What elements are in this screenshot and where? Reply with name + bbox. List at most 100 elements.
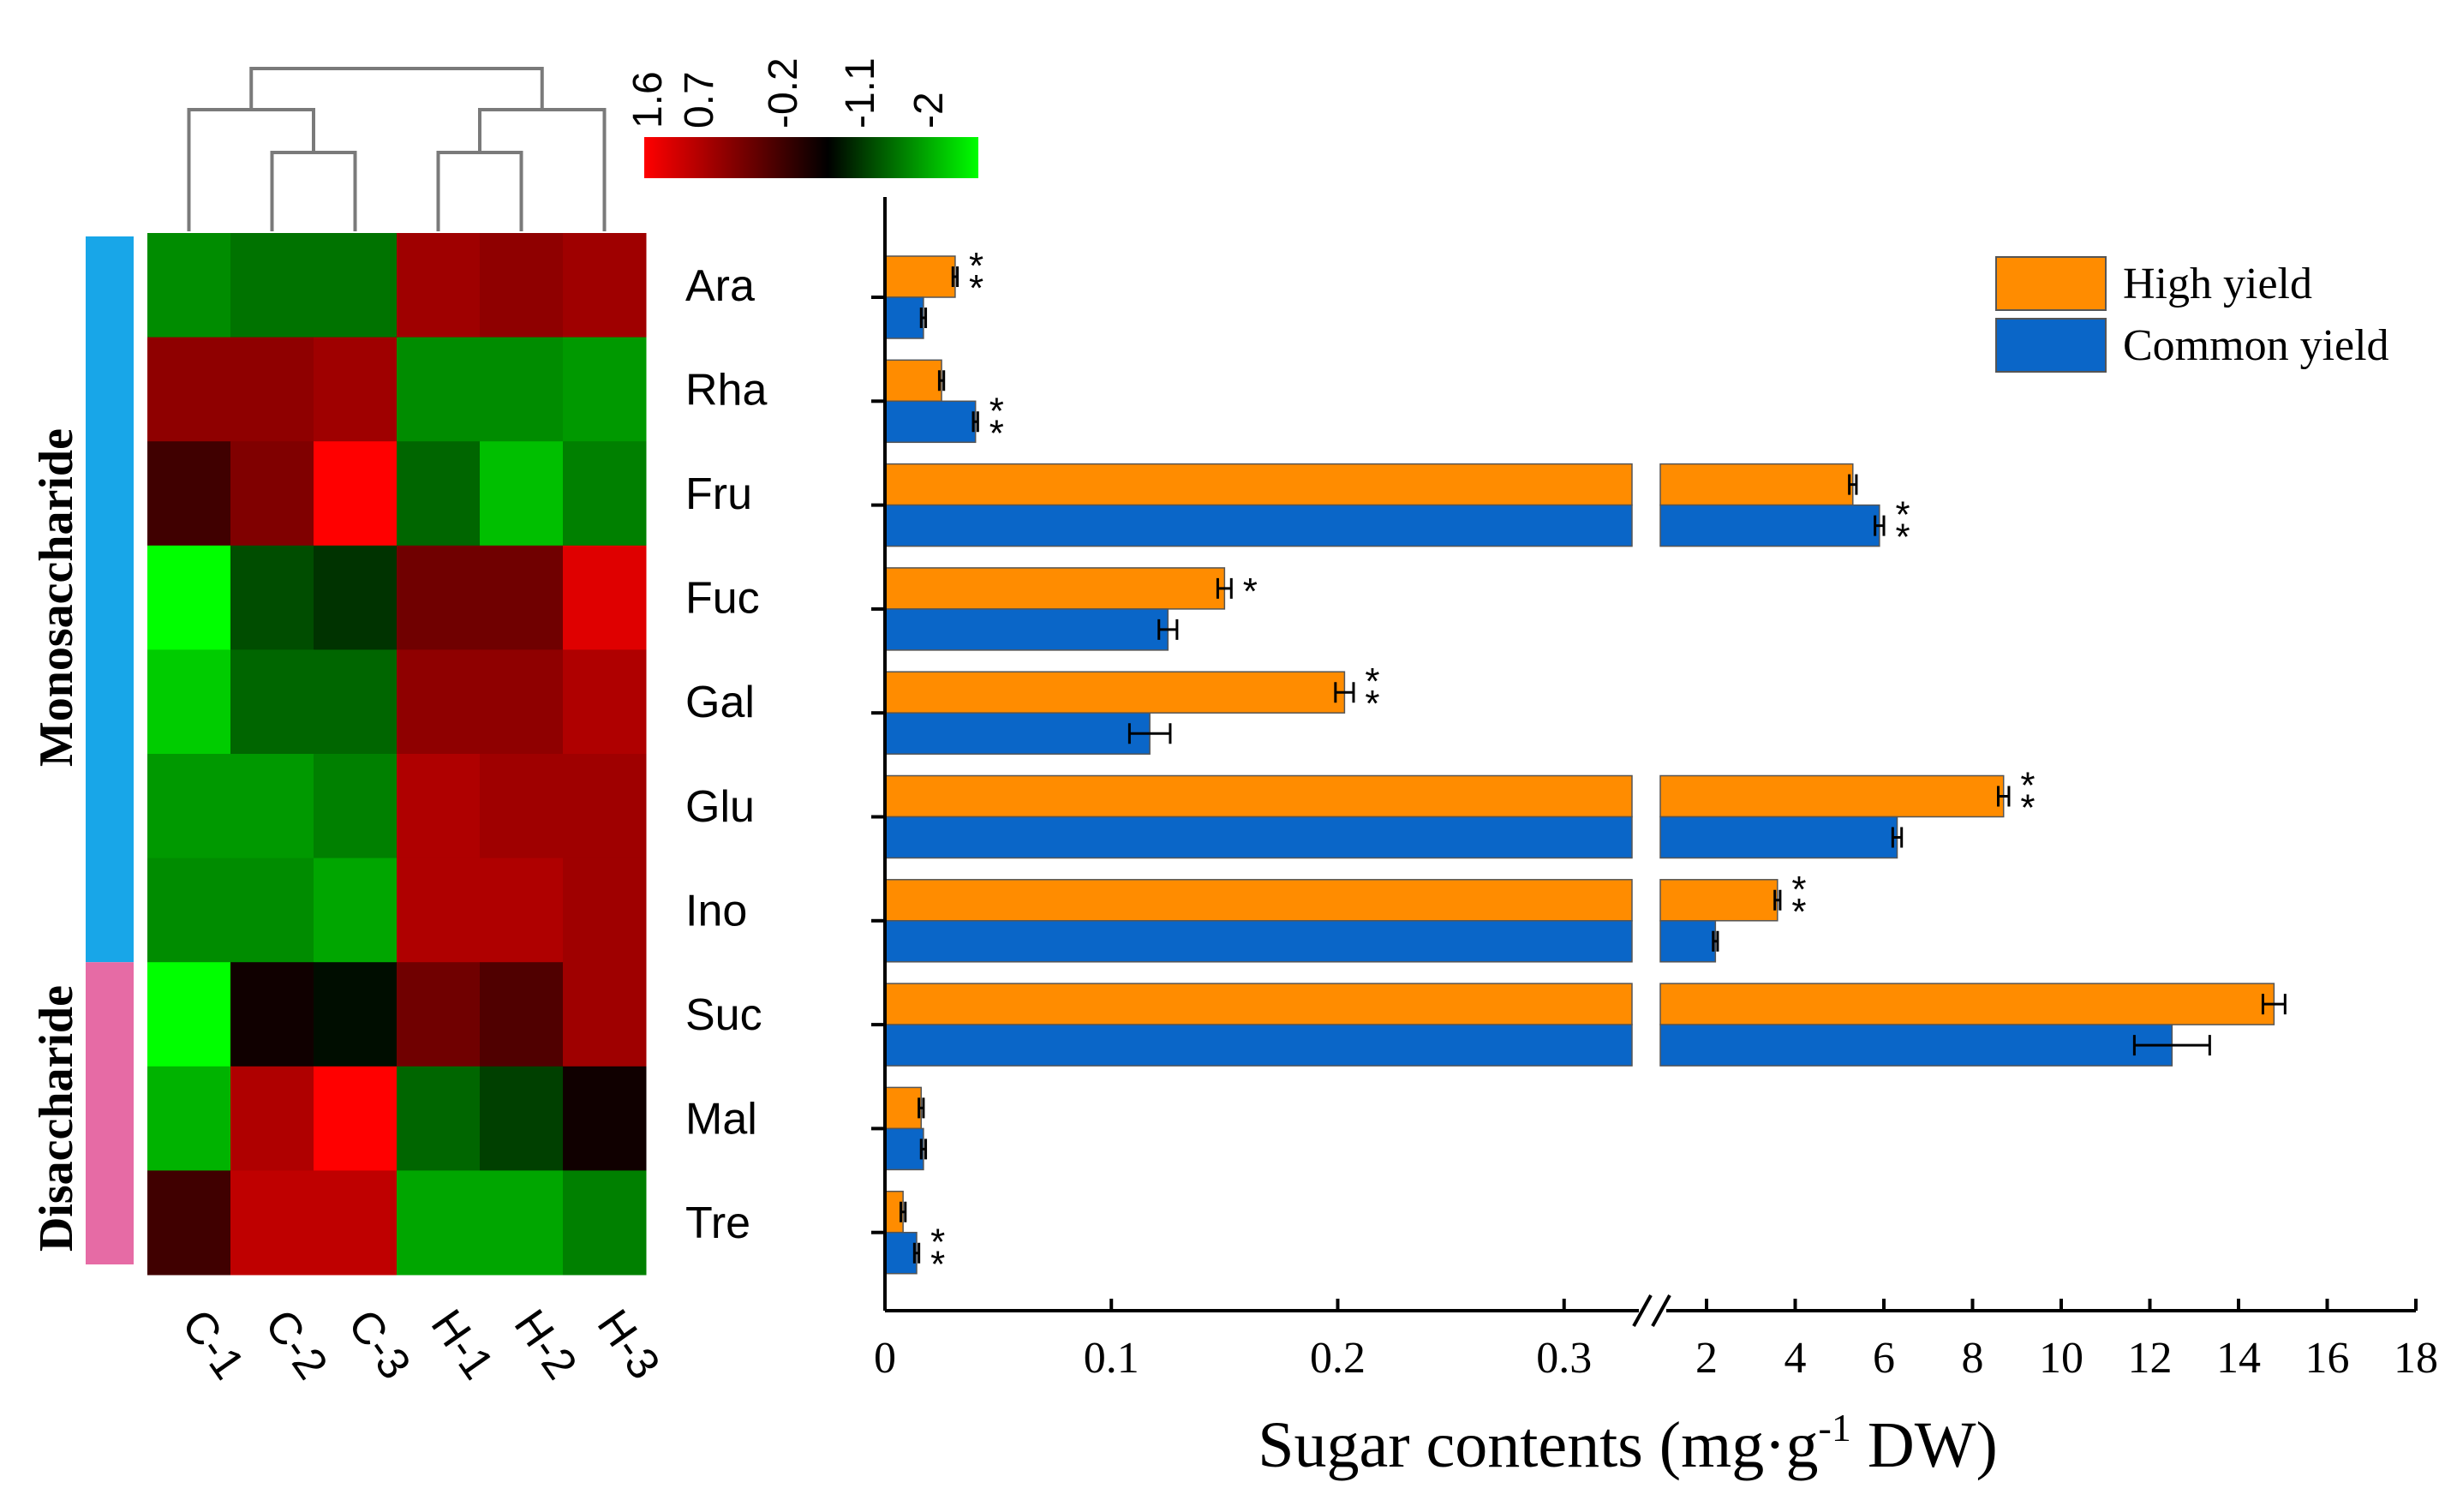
errorbar-fuc-high xyxy=(1216,577,1233,599)
x-tick-label-2: 2 xyxy=(1695,1334,1718,1383)
significance-gal-high-a: * xyxy=(1365,660,1379,702)
x-tick-labels: 0 0.1 0.2 0.3 2 4 6 8 10 12 14 16 18 xyxy=(874,1299,2438,1383)
errorbar-fuc-common xyxy=(1157,619,1179,640)
significance-tre-common-b: * xyxy=(930,1244,945,1286)
column-label-h-1: H-1 xyxy=(421,1301,504,1389)
bar-fru-common-part2 xyxy=(1659,504,1880,547)
heatmap-cell-ara-h-3 xyxy=(563,233,647,338)
errorbar-rha-high xyxy=(937,370,946,391)
heatmap-cell-rha-h-3 xyxy=(563,337,647,442)
row-label-tre: Tre xyxy=(685,1198,750,1248)
errorbar-ara-high xyxy=(951,266,959,287)
heatmap-cell-ino-c-3 xyxy=(314,858,398,963)
errorbar-fru-high xyxy=(1848,474,1858,495)
significance-rha-common-b: * xyxy=(989,412,1004,454)
dendro-link-h12-h3 xyxy=(478,108,607,231)
color-scale-bar xyxy=(644,137,978,178)
x-tick-label-4: 4 xyxy=(1784,1334,1807,1383)
bar-glu-common-part1 xyxy=(884,816,1633,859)
errorbar-glu-common xyxy=(1891,827,1904,848)
heatmap-cell-fuc-c-1 xyxy=(147,545,231,650)
group-bar-disaccharide xyxy=(86,962,134,1264)
heatmap-cell-glu-c-1 xyxy=(147,754,231,859)
row-label-gal: Gal xyxy=(685,678,755,727)
legend-swatch-high xyxy=(1995,256,2107,311)
heatmap-cell-fuc-c-3 xyxy=(314,545,398,650)
heatmap-cell-tre-h-1 xyxy=(397,1170,481,1276)
row-label-suc: Suc xyxy=(685,990,762,1040)
column-dendrogram xyxy=(187,67,607,231)
scale-tick-1: 0.7 xyxy=(677,71,722,128)
heatmap-cell-suc-h-1 xyxy=(397,962,481,1067)
heatmap-cell-tre-h-3 xyxy=(563,1170,647,1276)
x-tick-label-18: 18 xyxy=(2394,1334,2438,1383)
row-label-mal: Mal xyxy=(685,1095,757,1144)
bar-suc-high-part2 xyxy=(1659,983,2275,1025)
row-label-fuc: Fuc xyxy=(685,574,760,624)
heatmap-cell-suc-c-1 xyxy=(147,962,231,1067)
x-tick-label-14: 14 xyxy=(2216,1334,2261,1383)
heatmap-cell-mal-c-1 xyxy=(147,1066,231,1171)
heatmap-cell-tre-c-2 xyxy=(230,1170,314,1276)
significance-fru-common-a: * xyxy=(1895,494,1910,536)
heatmap-cell-gal-c-2 xyxy=(230,649,314,755)
bar-mal-high xyxy=(884,1086,923,1130)
x-tick-label-0.3: 0.3 xyxy=(1536,1334,1592,1383)
heatmap-cell-glu-c-3 xyxy=(314,754,398,859)
bar-glu-high-part2 xyxy=(1659,774,2005,818)
heatmap-cell-suc-h-3 xyxy=(563,962,647,1067)
heatmap-cell-gal-h-3 xyxy=(563,649,647,755)
significance-ara-high-b: * xyxy=(969,267,983,309)
heatmap-cell-glu-h-1 xyxy=(397,754,481,859)
dendro-link-c2-c3 xyxy=(270,151,357,231)
heatmap-cell-ino-c-1 xyxy=(147,858,231,963)
heatmap-cell-fru-c-1 xyxy=(147,441,231,547)
heatmap-cell-mal-h-2 xyxy=(480,1066,564,1171)
significance-ara-high-a: * xyxy=(969,245,983,287)
x-tick-label-0.1: 0.1 xyxy=(1084,1334,1139,1383)
column-label-c-1: C-1 xyxy=(172,1301,254,1389)
x-tick-label-8: 8 xyxy=(1962,1334,1984,1383)
heatmap-cell-fuc-c-2 xyxy=(230,545,314,650)
column-label-h-3: H-3 xyxy=(588,1301,670,1389)
heatmap-cell-rha-c-1 xyxy=(147,337,231,442)
heatmap-cell-rha-c-2 xyxy=(230,337,314,442)
heatmap-cell-gal-c-1 xyxy=(147,649,231,755)
x-tick-label-10: 10 xyxy=(2039,1334,2083,1383)
chart-axes xyxy=(871,197,2416,1327)
heatmap-cell-gal-c-3 xyxy=(314,649,398,755)
bar-rha-common xyxy=(884,400,977,444)
heatmap-cell-tre-c-1 xyxy=(147,1170,231,1276)
heatmap-cell-ara-c-2 xyxy=(230,233,314,338)
heatmap-cell-tre-h-2 xyxy=(480,1170,564,1276)
column-label-c-3: C-3 xyxy=(338,1301,421,1389)
heatmap-cell-mal-h-1 xyxy=(397,1066,481,1171)
bar-gal-common xyxy=(884,712,1151,755)
legend-label-common: Common yield xyxy=(2123,321,2389,370)
legend: High yield Common yield xyxy=(1995,256,2389,373)
heatmap-cell-rha-h-2 xyxy=(480,337,564,442)
heatmap-cell-gal-h-2 xyxy=(480,649,564,755)
heatmap-cell-rha-h-1 xyxy=(397,337,481,442)
group-label-monosaccharide: Monosaccharide xyxy=(30,428,83,767)
row-label-glu: Glu xyxy=(685,782,755,832)
scale-tick-0: 1.6 xyxy=(625,71,671,128)
color-scale-ticks: 1.6 0.7 -0.2 -1.1 -2 xyxy=(625,57,952,128)
x-tick-label-16: 16 xyxy=(2305,1334,2350,1383)
x-tick-label-0.2: 0.2 xyxy=(1310,1334,1366,1383)
heatmap-cell-ara-h-1 xyxy=(397,233,481,338)
bar-ino-high-part1 xyxy=(884,879,1633,922)
x-axis-label: Sugar contents (mg·g-1 DW) xyxy=(1258,1406,1998,1481)
heatmap-cell-rha-c-3 xyxy=(314,337,398,442)
group-annotation-bars: Monosaccharide Disaccharide xyxy=(30,236,134,1264)
significance-fru-common-b: * xyxy=(1895,517,1910,559)
bar-ara-high xyxy=(884,255,956,298)
axis-break-mark-2 xyxy=(1651,1294,1671,1327)
heatmap-cell-ino-h-2 xyxy=(480,858,564,963)
heatmap-cell-ino-h-3 xyxy=(563,858,647,963)
heatmap-cell-fru-c-3 xyxy=(314,441,398,547)
x-axis-label-sup: -1 xyxy=(1819,1406,1851,1449)
column-label-h-2: H-2 xyxy=(505,1301,587,1389)
x-axis-label-main: Sugar contents (mg·g xyxy=(1258,1409,1818,1481)
